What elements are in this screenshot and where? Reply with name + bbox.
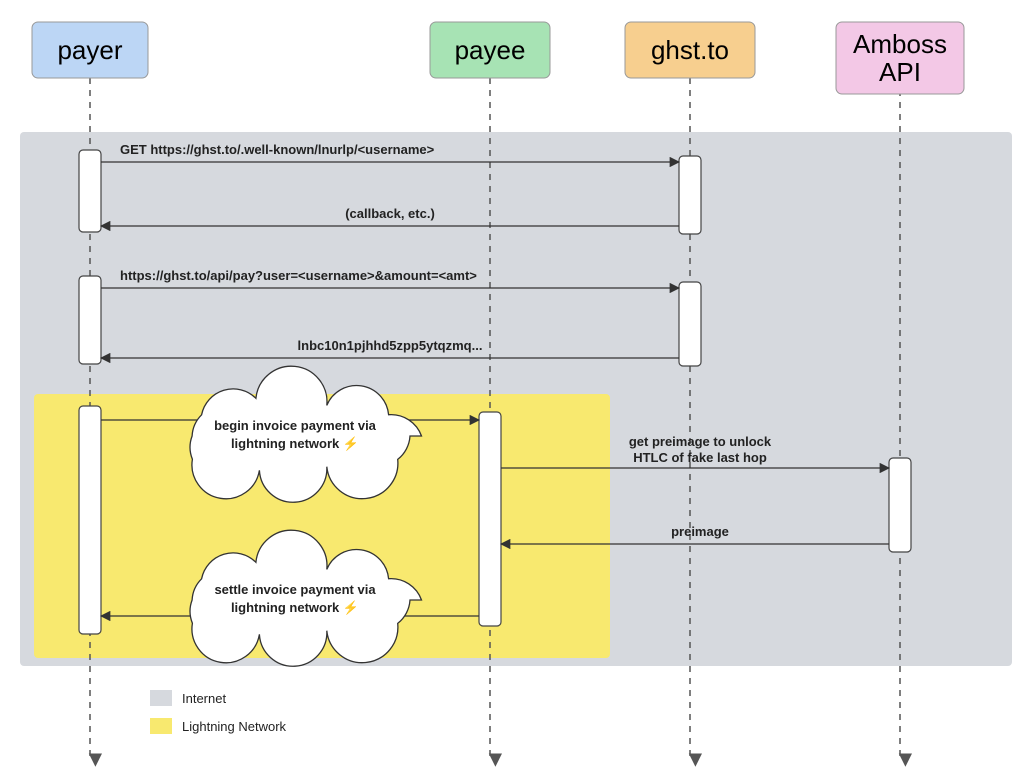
cloud-label-m5-l1: begin invoice payment via	[214, 418, 377, 433]
participant-label-amboss-l2: API	[879, 57, 921, 87]
cloud-label-m8-l2: lightning network ⚡	[231, 600, 359, 616]
cloud-label-m8-l1: settle invoice payment via	[214, 582, 376, 597]
legend-swatch-0	[150, 690, 172, 706]
legend-label-0: Internet	[182, 691, 226, 706]
activation-payer-a3	[79, 406, 101, 634]
legend-label-1: Lightning Network	[182, 719, 287, 734]
participant-label-payer: payer	[57, 35, 122, 65]
message-label-m7: preimage	[671, 524, 729, 539]
participant-label-amboss-l1: Amboss	[853, 29, 947, 59]
activation-payee-a3	[479, 412, 501, 626]
message-label-m6-l2: HTLC of fake last hop	[633, 450, 767, 465]
cloud-label-m5-l2: lightning network ⚡	[231, 436, 359, 452]
activation-payer-a1	[79, 150, 101, 232]
message-label-m1: GET https://ghst.to/.well-known/lnurlp/<…	[120, 142, 435, 157]
legend-swatch-1	[150, 718, 172, 734]
activation-amboss-a	[889, 458, 911, 552]
participant-label-payee: payee	[455, 35, 526, 65]
activation-payer-a2	[79, 276, 101, 364]
message-label-m3: https://ghst.to/api/pay?user=<username>&…	[120, 268, 477, 283]
sequence-diagram: GET https://ghst.to/.well-known/lnurlp/<…	[0, 0, 1024, 773]
activation-ghst-a2	[679, 282, 701, 366]
participant-label-ghst: ghst.to	[651, 35, 729, 65]
activation-ghst-a1	[679, 156, 701, 234]
message-label-m4: lnbc10n1pjhhd5zpp5ytqzmq...	[298, 338, 483, 353]
message-label-m2: (callback, etc.)	[345, 206, 435, 221]
message-label-m6-l1: get preimage to unlock	[629, 434, 772, 449]
